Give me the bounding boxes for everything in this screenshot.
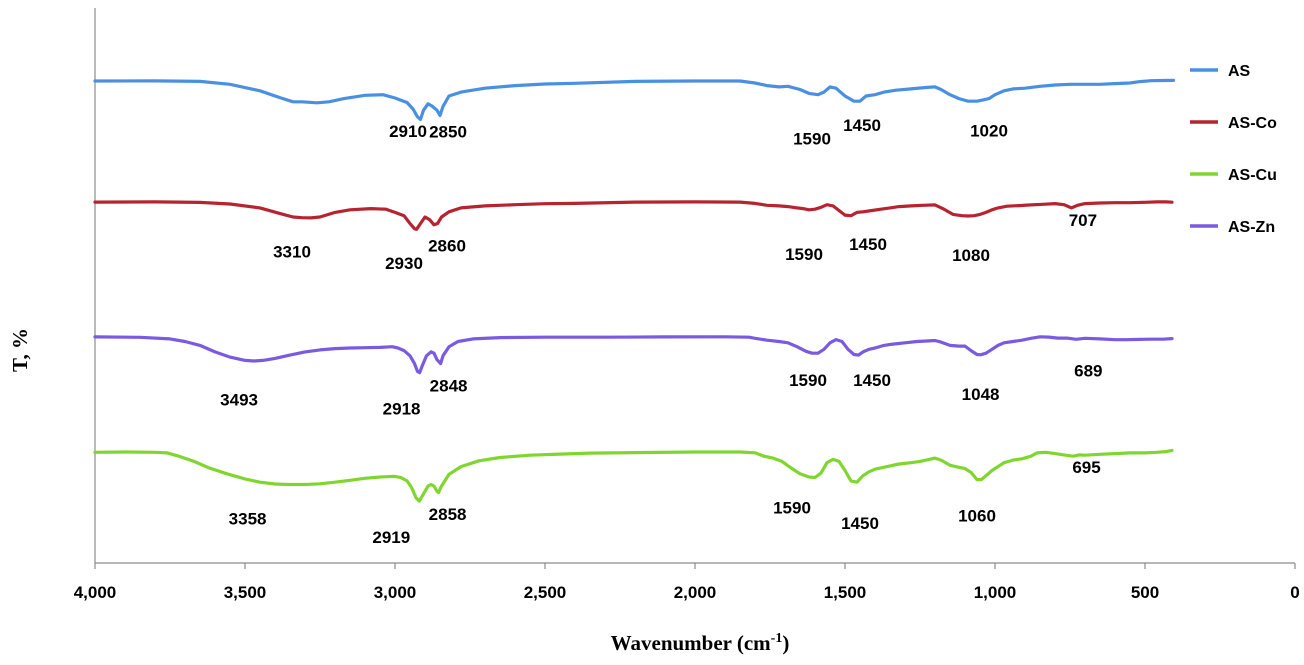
peak-label: 1450: [849, 235, 887, 254]
peak-label: 707: [1069, 211, 1097, 230]
peak-label: 1450: [843, 116, 881, 135]
y-axis-title: T, %: [8, 328, 32, 372]
legend-label: AS-Cu: [1228, 167, 1277, 184]
peak-label: 1450: [853, 371, 891, 390]
peak-label: 1048: [962, 385, 1000, 404]
x-tick-label: 500: [1131, 583, 1159, 602]
x-axis-title: Wavenumber (cm-1): [611, 631, 790, 655]
x-tick-label: 2,000: [674, 583, 717, 602]
x-axis-title-main: Wavenumber (cm: [611, 631, 772, 655]
peak-label: 2860: [428, 237, 466, 256]
x-tick-label: 0: [1290, 583, 1299, 602]
legend: AS AS-Co AS-Zn AS-Cu: [1190, 63, 1277, 236]
peak-label: 3493: [220, 391, 258, 410]
peak-label: 3310: [273, 243, 311, 262]
x-tick-label: 2,500: [524, 583, 567, 602]
x-tick-label: 1,500: [824, 583, 867, 602]
x-axis-ticks: 4,000 3,500 3,000 2,500 2,000 1,500 1,000 500 0: [74, 563, 1300, 602]
x-axis-title-sup: -1: [771, 631, 783, 646]
peak-label: 1060: [958, 507, 996, 526]
peak-label: 1590: [773, 498, 811, 517]
peak-label: 1590: [785, 245, 823, 264]
peak-label: 689: [1074, 361, 1102, 380]
legend-label: AS-Co: [1228, 115, 1277, 132]
peak-label: 1590: [793, 130, 831, 149]
peak-label: 2918: [383, 400, 421, 419]
legend-label: AS: [1228, 63, 1251, 80]
peak-label: 2850: [429, 123, 467, 142]
x-axis-title-close: ): [782, 631, 789, 655]
peak-label: 3358: [229, 510, 267, 529]
peak-label: 1450: [841, 514, 879, 533]
series-layer: [93, 78, 1176, 503]
x-tick-label: 1,000: [974, 583, 1017, 602]
series-line-as-cu: [93, 448, 1174, 503]
legend-label: AS-Zn: [1228, 219, 1275, 236]
peak-label: 2858: [429, 505, 467, 524]
x-tick-label: 3,000: [374, 583, 417, 602]
x-tick-label: 3,500: [224, 583, 267, 602]
x-tick-label: 4,000: [74, 583, 117, 602]
peak-label: 1020: [970, 122, 1008, 141]
peak-label: 1080: [952, 246, 990, 265]
peak-label: 2930: [385, 254, 423, 273]
peak-label: 695: [1072, 458, 1100, 477]
peak-label: 1590: [789, 371, 827, 390]
peak-label: 2848: [430, 377, 468, 396]
peak-label: 2919: [372, 528, 410, 547]
series-line-as-co: [93, 200, 1174, 231]
series-line-as: [93, 78, 1176, 121]
series-line-as-zn: [93, 335, 1174, 375]
peak-label: 2910: [389, 122, 427, 141]
peak-annotations: 2910 2850 1590 1450 1020 3310 2930 2860 1590 1450…: [220, 116, 1102, 547]
